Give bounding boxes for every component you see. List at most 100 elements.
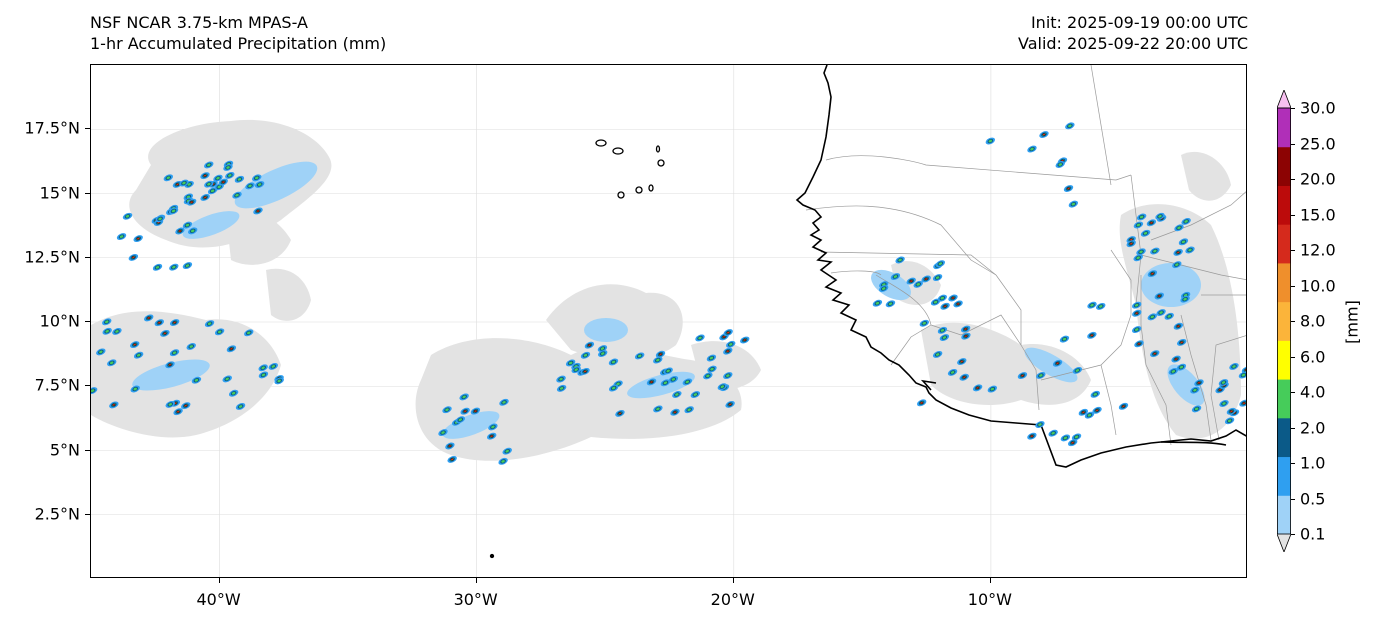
precip-cell-band	[875, 301, 880, 305]
colorbar-segment	[1277, 108, 1291, 148]
lat-tick-label: 15°N	[39, 183, 80, 202]
precip-cell	[1150, 247, 1160, 255]
precip-cell-band	[675, 393, 679, 396]
lat-tick	[85, 385, 90, 387]
precip-cell-band	[950, 371, 955, 374]
precip-cell-band	[166, 176, 170, 180]
precip-cell-core	[1174, 357, 1178, 361]
precip-cell	[1156, 309, 1166, 316]
colorbar-tick	[1291, 427, 1295, 429]
precip-cell-band	[559, 387, 564, 390]
map-panel	[90, 64, 1247, 578]
precip-cell	[258, 371, 269, 379]
colorbar-tick	[1291, 321, 1295, 322]
precip-cell-band	[656, 407, 660, 411]
precip-cell-core	[1153, 352, 1157, 355]
precip-cell	[653, 405, 663, 413]
precip-cell-band	[1099, 305, 1103, 308]
precip-cell-band	[501, 460, 505, 463]
precip-cell-band	[611, 360, 616, 364]
precip-cell-band	[155, 266, 160, 269]
precip-cell	[102, 318, 112, 326]
precip-cell	[1036, 372, 1046, 379]
precip-cell	[615, 409, 625, 417]
precip-cell-band	[441, 431, 445, 434]
precip-cell-band	[1222, 402, 1226, 405]
lon-tick-label: 10°W	[967, 590, 1012, 609]
lat-tick-label: 17.5°N	[24, 118, 80, 138]
precip-cell	[459, 393, 469, 401]
precip-cell	[580, 351, 591, 359]
precip-cell	[1055, 161, 1065, 168]
precip-cell-band	[568, 361, 573, 365]
precip-cell	[1118, 402, 1129, 410]
precip-cell-band	[1068, 124, 1072, 128]
precip-cell-band	[257, 183, 262, 186]
precip-cell-band	[235, 193, 239, 197]
precip-cell	[165, 400, 175, 408]
precip-cell	[890, 273, 901, 281]
precip-cell	[726, 340, 736, 348]
lat-tick-label: 12.5°N	[24, 247, 80, 267]
precip-cell-band	[1171, 370, 1176, 373]
precip-cell	[499, 398, 509, 406]
precip-cell-band	[706, 374, 710, 378]
precip-cell	[695, 334, 705, 342]
precip-cell-band	[583, 353, 588, 357]
precip-cell-band	[458, 418, 463, 422]
precip-cell	[1178, 238, 1189, 246]
precip-cell-band	[710, 367, 714, 371]
precip-cell	[200, 194, 210, 201]
precip-cell	[133, 235, 143, 243]
precip-cell-band	[172, 351, 177, 355]
precip-cell-band	[898, 258, 902, 262]
precip-cell-band	[505, 449, 509, 453]
precip-cell	[717, 383, 728, 391]
precip-cell-core	[1180, 341, 1184, 344]
precip-cell	[1048, 429, 1058, 437]
precip-cell-band	[194, 378, 199, 382]
precip-cell-band	[709, 356, 714, 360]
precip-cell	[130, 341, 140, 349]
precip-cell	[169, 263, 179, 271]
precip-cell	[660, 379, 671, 387]
precip-cell-core	[1229, 410, 1233, 413]
precip-cell-core	[960, 360, 964, 363]
precip-cell-core	[920, 401, 924, 405]
precip-cell	[1154, 292, 1164, 300]
precip-cell	[186, 343, 196, 350]
precip-cell	[1027, 432, 1037, 440]
precip-cell-core	[976, 386, 980, 390]
precip-cell-band	[255, 176, 259, 180]
precip-cell	[1147, 270, 1158, 278]
precip-cell	[1185, 246, 1195, 254]
precip-cell-band	[231, 391, 236, 395]
precip-cell-band	[105, 329, 109, 333]
precip-cell	[1173, 322, 1184, 330]
precip-cell-band	[216, 176, 220, 180]
precip-cell	[1067, 439, 1078, 447]
colorbar-segment	[1277, 495, 1291, 535]
precip-cell	[1140, 229, 1151, 237]
lat-tick	[85, 321, 90, 322]
colorbar-segment	[1277, 146, 1291, 186]
precip-cell	[947, 368, 958, 376]
precip-cell-band	[1184, 220, 1188, 223]
precip-cell-band	[271, 365, 276, 368]
precip-cell	[919, 319, 929, 327]
precip-cell	[646, 378, 657, 386]
precip-cell	[112, 328, 122, 335]
precip-cell-band	[1175, 263, 1179, 266]
colorbar-level-label: 0.1	[1300, 524, 1326, 544]
precip-cell-core	[1020, 374, 1025, 377]
lon-tick	[218, 578, 220, 583]
precip-cell-band	[935, 276, 940, 279]
precip-cell	[200, 172, 210, 180]
colorbar-level-label: 8.0	[1300, 311, 1326, 331]
precip-cell	[244, 329, 254, 337]
precip-cell	[1164, 312, 1174, 320]
precip-cell-core	[1135, 312, 1139, 315]
precip-cell-band	[988, 139, 993, 143]
precip-cell-band	[881, 287, 886, 290]
colorbar-segment	[1277, 340, 1291, 380]
